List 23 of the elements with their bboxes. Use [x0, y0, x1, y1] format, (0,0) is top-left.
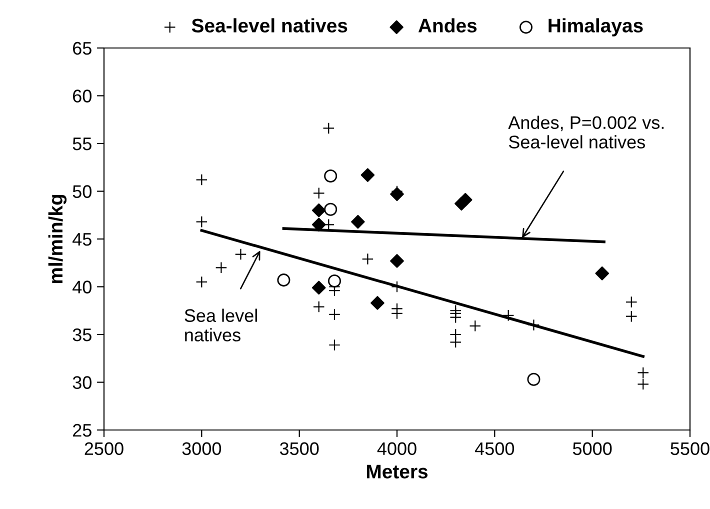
- annotation: Sea level natives: [184, 308, 257, 342]
- x-axis-title: Meters: [366, 464, 428, 478]
- x-tick-label: 3000: [182, 442, 222, 456]
- legend-label: Himalayas: [548, 18, 643, 36]
- x-tick-label: 2500: [84, 442, 124, 456]
- x-tick-label: 5000: [572, 442, 612, 456]
- y-tick-label: 55: [72, 138, 92, 150]
- y-axis-title: ml/min/kg: [48, 194, 67, 284]
- x-tick-label: 4500: [475, 442, 514, 456]
- x-tick-label: 4000: [377, 442, 416, 456]
- y-tick-label: 25: [73, 424, 92, 437]
- annotation: Andes, P=0.002 vs. Sea-level natives: [508, 116, 664, 148]
- y-tick-label: 40: [72, 280, 92, 294]
- y-tick-label: 35: [72, 328, 92, 342]
- legend-label: Sea-level natives: [192, 18, 348, 32]
- x-tick-label: 3500: [280, 442, 319, 456]
- x-tick-label: 5500: [670, 442, 710, 456]
- y-tick-label: 45: [72, 233, 92, 246]
- y-tick-label: 50: [72, 185, 92, 198]
- y-tick-label: 65: [73, 42, 92, 55]
- legend-label: Andes: [418, 18, 477, 32]
- y-tick-label: 60: [73, 90, 92, 102]
- y-tick-label: 30: [72, 376, 92, 389]
